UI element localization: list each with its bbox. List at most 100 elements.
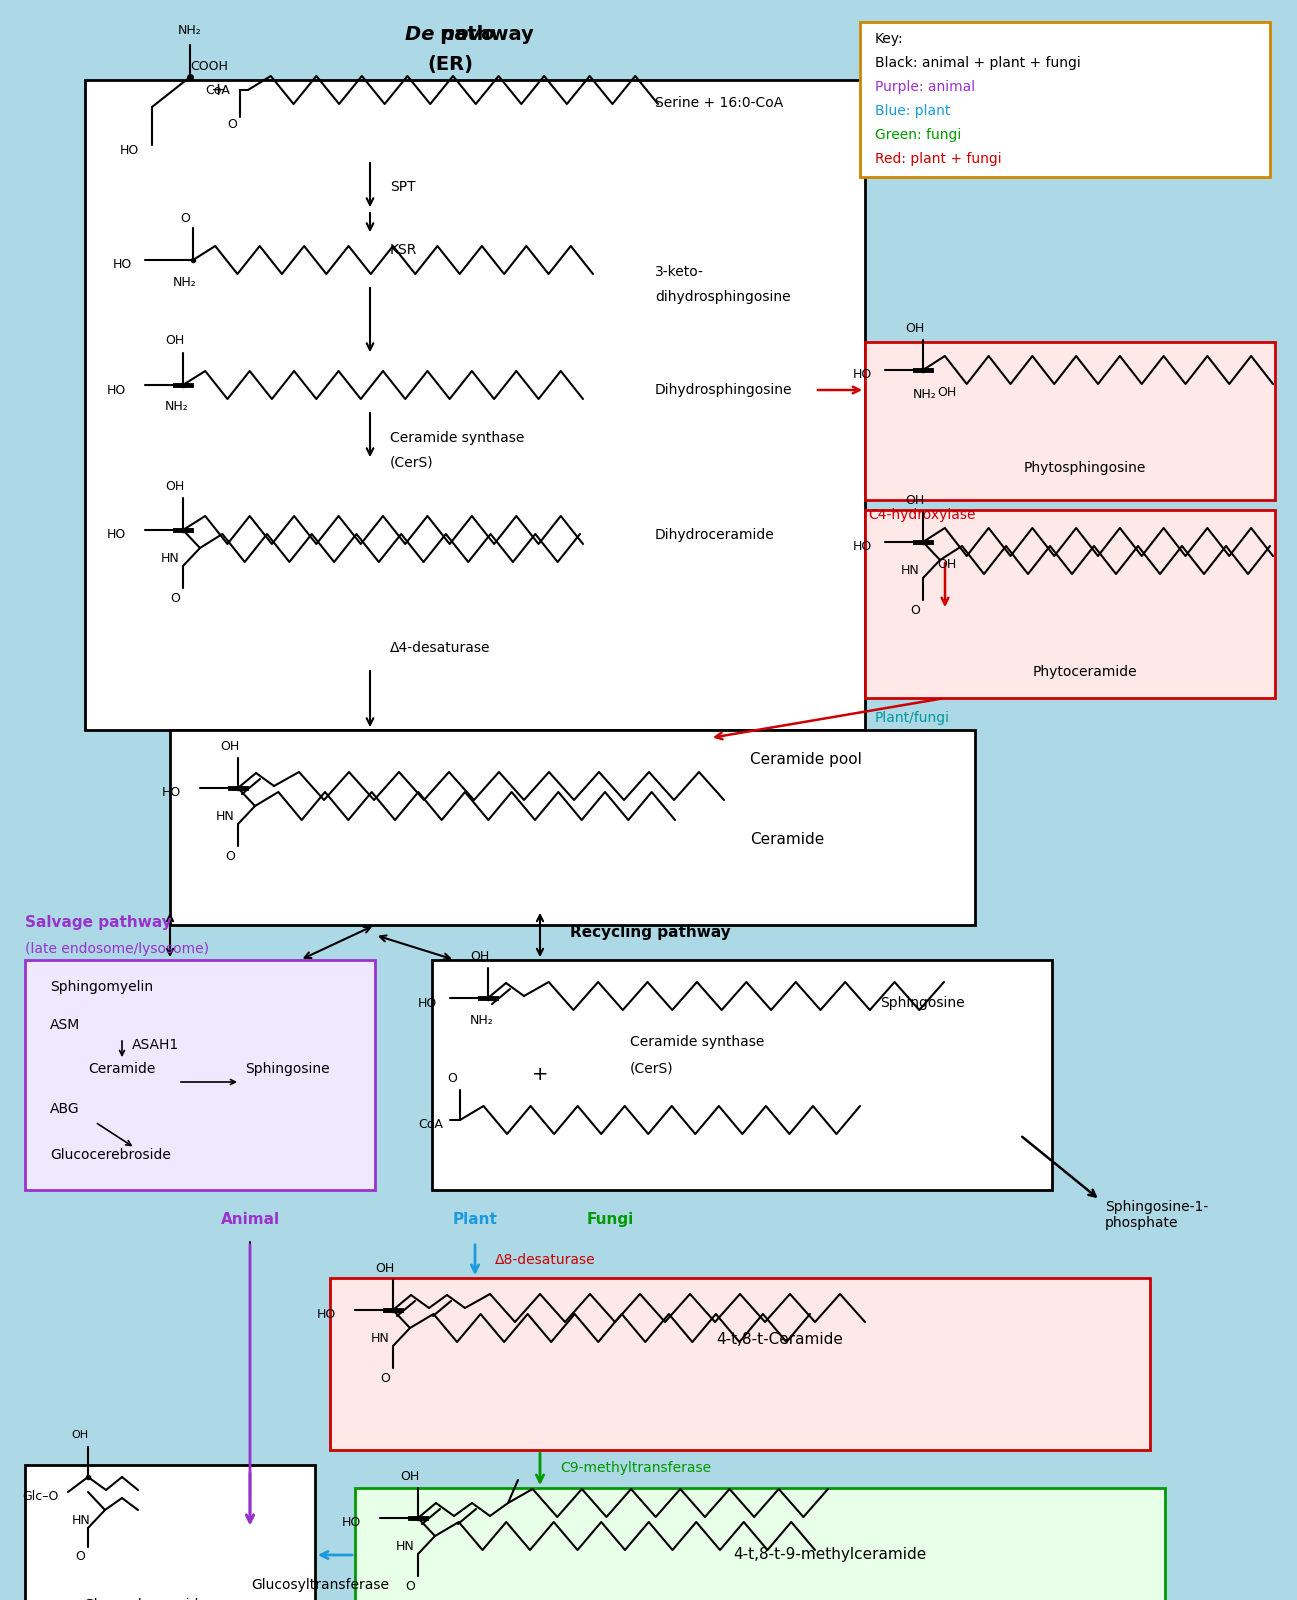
Text: HO: HO [418,997,437,1010]
Text: O: O [910,603,920,616]
Text: Plant: Plant [453,1213,498,1227]
Text: Sphingosine-1-
phosphate: Sphingosine-1- phosphate [1105,1200,1209,1230]
Text: HO: HO [106,384,126,397]
Text: Ceramide: Ceramide [750,832,825,848]
Bar [170,730,975,925]
Text: Ceramide pool: Ceramide pool [750,752,863,766]
Text: HN: HN [396,1539,415,1552]
Text: Δ8-desaturase: Δ8-desaturase [495,1253,595,1267]
Text: De novo: De novo [405,26,495,43]
Text: HO: HO [316,1309,336,1322]
Text: pathway: pathway [366,26,534,43]
Text: HO: HO [853,368,873,381]
Text: NH₂: NH₂ [173,275,197,288]
Text: 3-keto-: 3-keto- [655,266,704,278]
Text: (ER): (ER) [427,54,473,74]
Text: Ceramide synthase: Ceramide synthase [390,430,524,445]
Text: dihydrosphingosine: dihydrosphingosine [655,290,791,304]
Text: HO: HO [106,528,126,541]
Text: CoA: CoA [205,83,230,96]
Text: NH₂: NH₂ [470,1013,494,1027]
Text: Dihydroceramide: Dihydroceramide [655,528,774,542]
Text: KSR: KSR [390,243,418,258]
Text: ASAH1: ASAH1 [132,1038,179,1053]
Text: O: O [170,592,180,605]
Text: Glucocerebroside: Glucocerebroside [51,1149,171,1162]
Text: Ceramide synthase: Ceramide synthase [630,1035,764,1050]
Text: HN: HN [371,1331,390,1344]
Text: Phytosphingosine: Phytosphingosine [1023,461,1147,475]
Text: SPT: SPT [390,179,415,194]
Text: HO: HO [113,259,132,272]
Text: Phytoceramide: Phytoceramide [1032,666,1137,678]
Text: O: O [380,1371,390,1384]
Bar [25,1466,315,1600]
Text: HO: HO [342,1517,362,1530]
Text: OH: OH [936,386,956,398]
Text: Glucosylceramide: Glucosylceramide [83,1598,208,1600]
Text: Glc–O: Glc–O [22,1491,58,1504]
Text: HN: HN [901,563,920,576]
Text: C9-methyltransferase: C9-methyltransferase [560,1461,711,1475]
Text: OH: OH [936,557,956,571]
Text: Salvage pathway: Salvage pathway [25,915,171,930]
Text: HN: HN [161,552,180,565]
Text: Δ4-desaturase: Δ4-desaturase [390,642,490,654]
Text: Serine + 16:0-CoA: Serine + 16:0-CoA [655,96,783,110]
Text: ABG: ABG [51,1102,79,1117]
Bar [865,510,1275,698]
Bar [860,22,1270,178]
Bar [86,80,865,730]
Text: NH₂: NH₂ [165,400,189,413]
Text: O: O [75,1550,84,1563]
Text: ASM: ASM [51,1018,80,1032]
Text: Dihydrosphingosine: Dihydrosphingosine [655,382,792,397]
Text: NH₂: NH₂ [913,389,936,402]
Text: O: O [405,1579,415,1592]
Text: Glucosyltransferase: Glucosyltransferase [252,1578,389,1592]
Text: OH: OH [401,1469,420,1483]
Text: HN: HN [73,1514,91,1526]
Text: CoA: CoA [418,1118,442,1131]
Text: HO: HO [121,144,139,157]
Text: Sphingosine: Sphingosine [879,995,965,1010]
Text: Red: plant + fungi: Red: plant + fungi [875,152,1001,166]
Text: Purple: animal: Purple: animal [875,80,975,94]
Text: O: O [226,850,235,862]
Text: HO: HO [853,541,873,554]
Text: Green: fungi: Green: fungi [875,128,961,142]
Text: (late endosome/lysosome): (late endosome/lysosome) [25,942,209,955]
Text: Animal: Animal [220,1213,280,1227]
Text: 4-t,8-t-Ceramide: 4-t,8-t-Ceramide [716,1333,843,1347]
Text: OH: OH [166,480,184,493]
Text: Sphingosine: Sphingosine [245,1062,329,1075]
Text: 4-t,8-t-9-methylceramide: 4-t,8-t-9-methylceramide [733,1547,926,1563]
Text: NH₂: NH₂ [178,24,202,37]
Text: Black: animal + plant + fungi: Black: animal + plant + fungi [875,56,1080,70]
Text: OH: OH [71,1430,88,1440]
Text: O: O [180,211,189,224]
Text: O: O [227,118,237,131]
Text: Key:: Key: [875,32,904,46]
Text: OH: OH [375,1261,394,1275]
Text: HN: HN [217,810,235,822]
Text: +: + [210,82,226,99]
Bar [25,960,375,1190]
Text: OH: OH [905,493,925,507]
Text: +: + [532,1066,549,1085]
Bar [355,1488,1165,1600]
Text: Recycling pathway: Recycling pathway [569,925,730,939]
Text: OH: OH [220,739,240,752]
Text: Plant/fungi: Plant/fungi [875,710,949,725]
Bar [329,1278,1150,1450]
Text: Fungi: Fungi [586,1213,634,1227]
Text: COOH: COOH [189,61,228,74]
Text: (CerS): (CerS) [630,1061,673,1075]
Text: Sphingomyelin: Sphingomyelin [51,979,153,994]
Text: OH: OH [471,949,490,963]
Text: (CerS): (CerS) [390,456,433,470]
Text: Ceramide: Ceramide [88,1062,156,1075]
Text: C4-hydroxylase: C4-hydroxylase [868,507,975,522]
Text: OH: OH [905,322,925,334]
Text: O: O [447,1072,457,1085]
